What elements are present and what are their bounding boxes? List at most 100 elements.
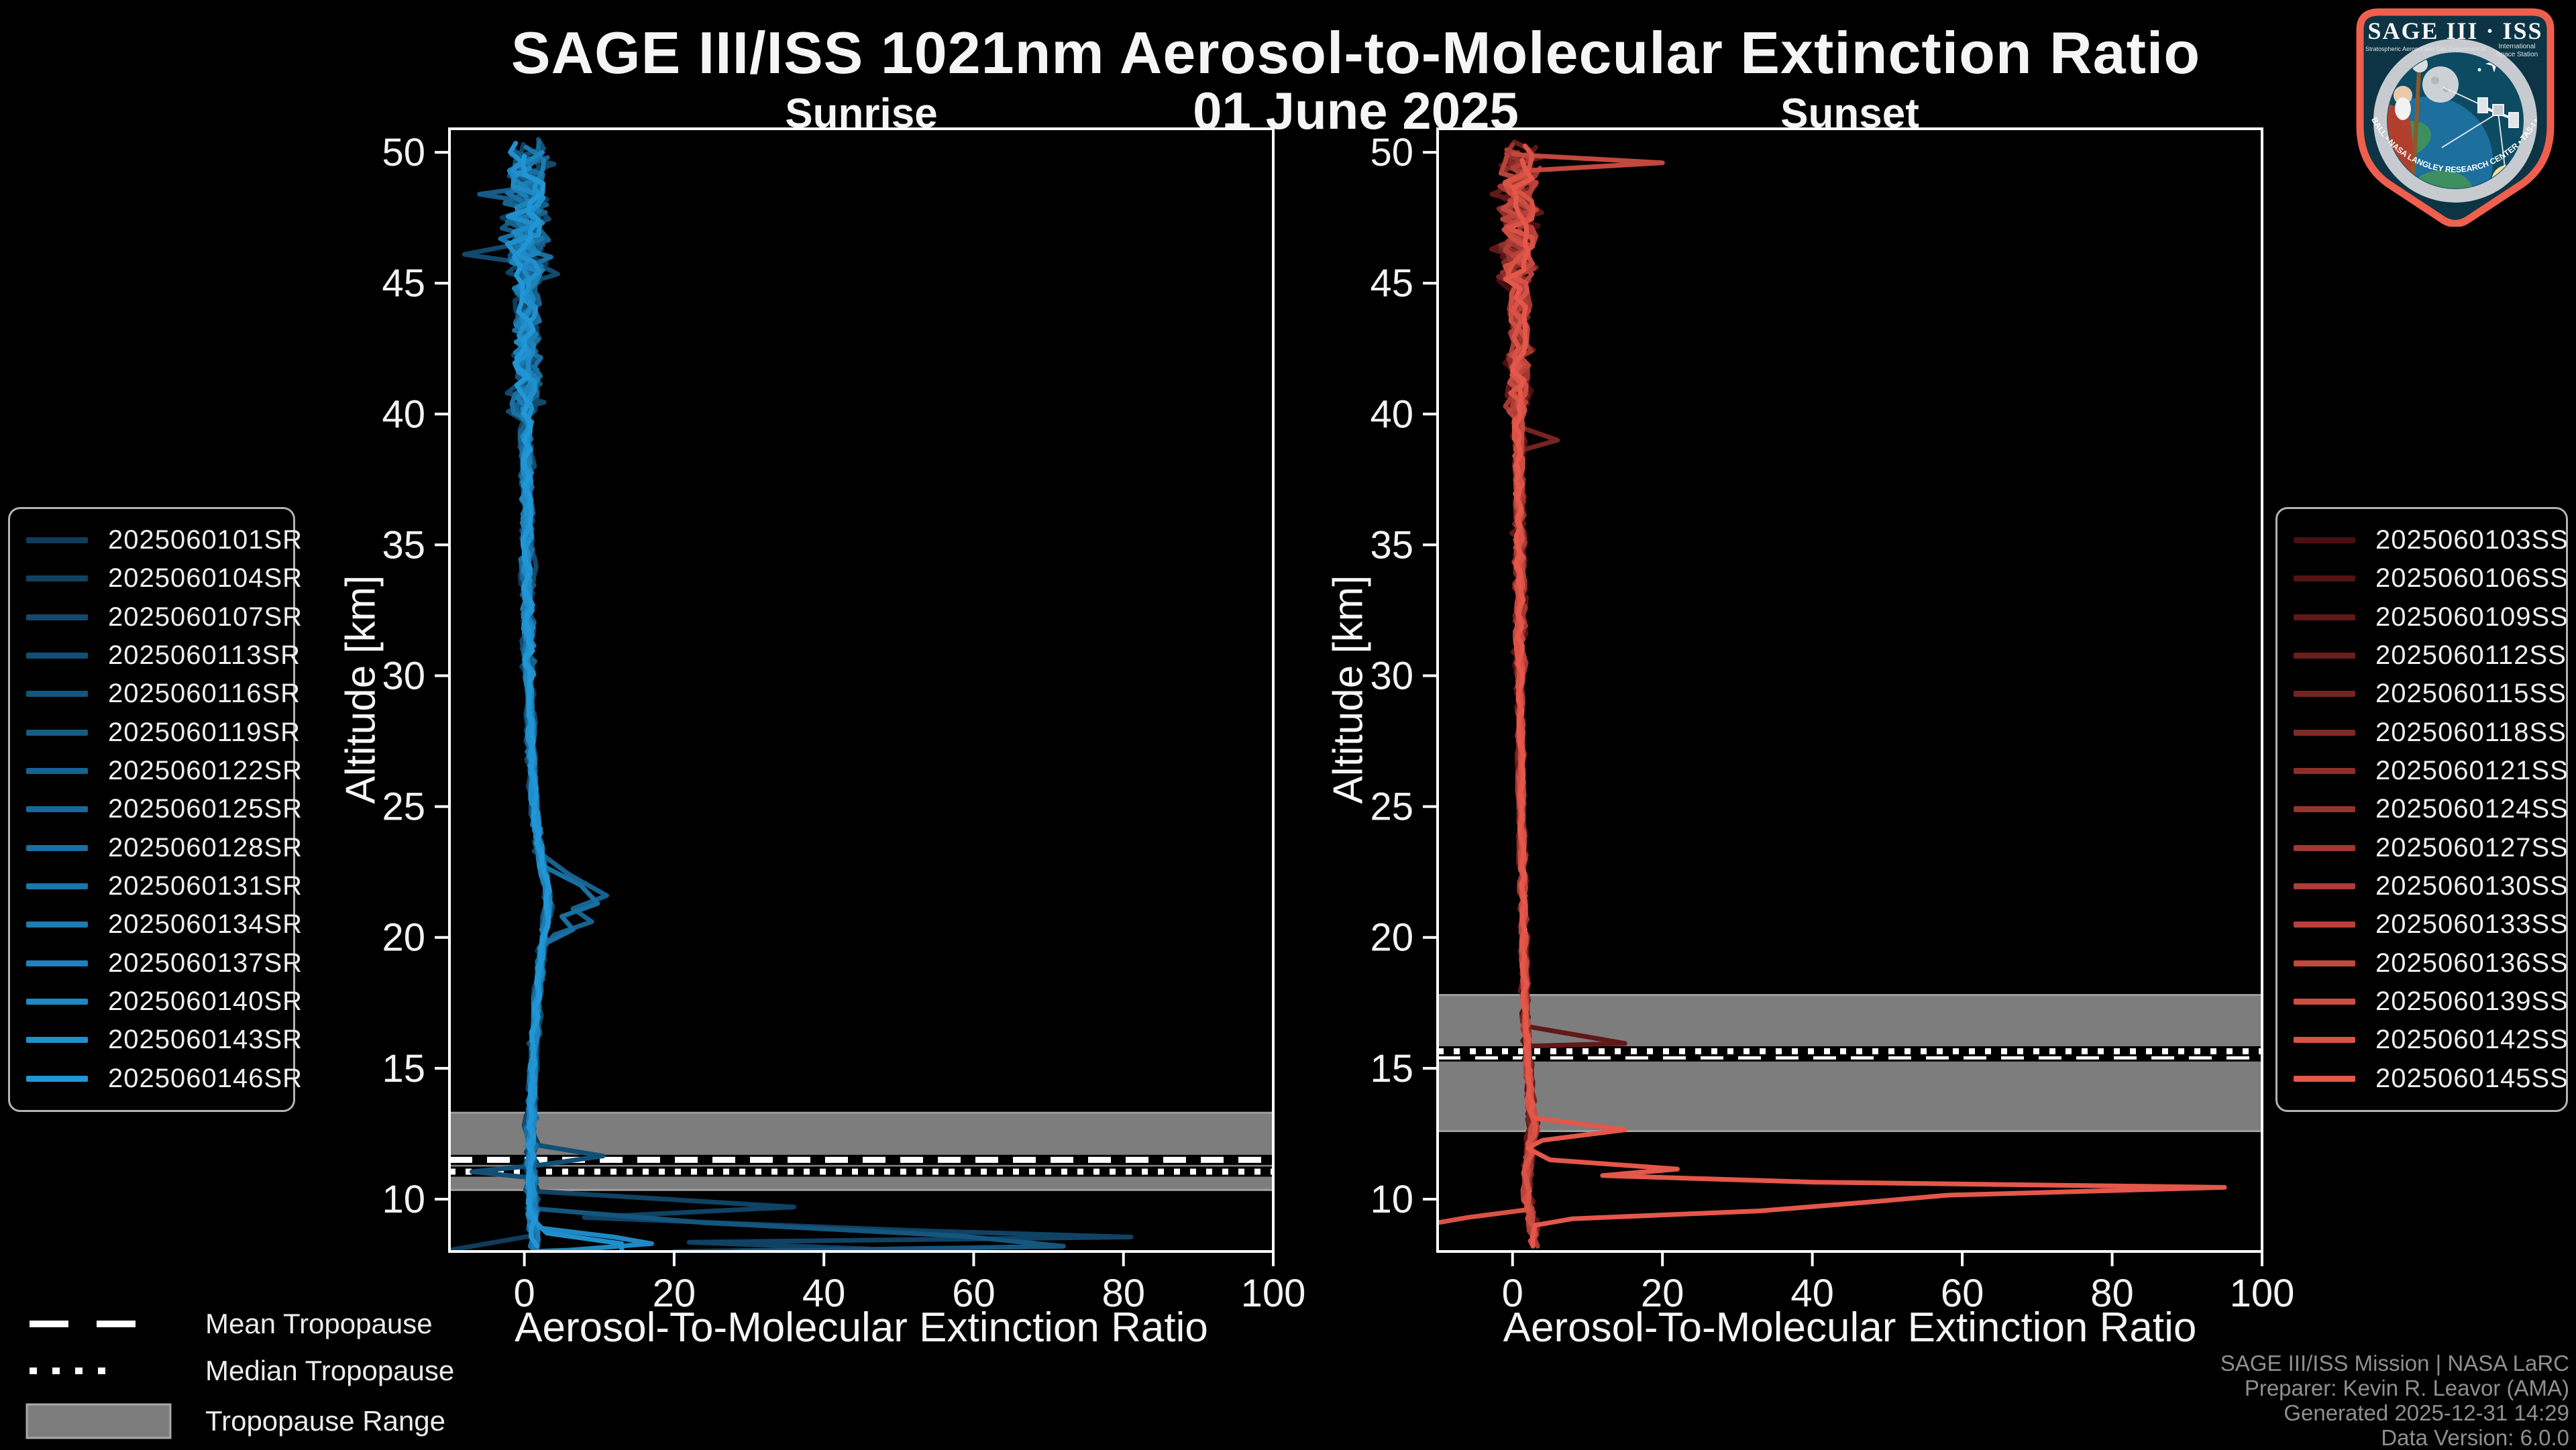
axes-frame	[1436, 127, 2263, 1253]
legend-label: 2025060115SS	[2375, 679, 2567, 709]
legend-sunset-events: 2025060103SS 2025060106SS 2025060109SS 2025…	[2275, 507, 2568, 1112]
y-tick-label: 30	[382, 655, 425, 698]
tropopause-range-band	[1438, 994, 2262, 1133]
legend-label: 2025060101SR	[108, 525, 303, 555]
profile-line-2025060107SR	[462, 152, 560, 1217]
x-tick-label: 100	[1241, 1272, 1306, 1315]
legend-label: 2025060118SS	[2375, 717, 2567, 747]
legend-line-swatch	[26, 883, 88, 890]
legend-line-swatch	[2294, 844, 2355, 851]
legend-label: 2025060112SS	[2375, 640, 2567, 671]
legend-line-swatch	[2294, 653, 2355, 659]
legend-line-swatch	[26, 691, 88, 698]
legend-label: 2025060143SR	[108, 1025, 303, 1055]
footer-line: Generated 2025-12-31 14:29	[2284, 1400, 2569, 1425]
legend-item: 2025060125SR	[10, 794, 302, 824]
legend-line-swatch	[26, 575, 88, 582]
profile-line-2025060145SS	[1503, 158, 2227, 1249]
legend-line-swatch	[26, 844, 88, 851]
legend-line-swatch	[26, 1037, 88, 1044]
band-swatch	[24, 1402, 178, 1441]
legend-line-swatch	[2294, 999, 2355, 1005]
mission-patch-icon: SAGE III · ISS Stratospheric Aerosol and…	[2339, 0, 2555, 227]
y-tick-label: 10	[1370, 1178, 1413, 1221]
y-tick-label: 10	[382, 1178, 425, 1221]
legend-item: 2025060109SS	[2277, 602, 2569, 632]
legend-label: Tropopause Range	[205, 1405, 446, 1437]
tropopause-legend: Mean Tropopause Median Tropopause Tropop…	[24, 1308, 454, 1441]
moon-icon	[2422, 66, 2459, 103]
legend-line-swatch	[2294, 729, 2355, 736]
footer-line: Data Version: 6.0.0	[2381, 1425, 2569, 1450]
mission-logo: SAGE III · ISS Stratospheric Aerosol and…	[2339, 0, 2569, 227]
legend-label: 2025060139SS	[2375, 987, 2569, 1017]
y-tick-label: 45	[1370, 262, 1413, 305]
y-tick-label: 25	[1370, 785, 1413, 829]
legend-line-swatch	[2294, 1075, 2355, 1082]
legend-item: 2025060140SR	[10, 987, 302, 1017]
y-tick-label: 15	[382, 1047, 425, 1091]
plot-area-sunset	[1438, 140, 2262, 1249]
legend-line-swatch	[2294, 768, 2355, 775]
legend-item: 2025060128SR	[10, 833, 302, 863]
x-tick-label: 0	[514, 1272, 535, 1315]
footer-line: SAGE III/ISS Mission | NASA LaRC	[2220, 1351, 2569, 1376]
legend-line-swatch	[26, 653, 88, 659]
patch-title: SAGE III · ISS	[2367, 17, 2542, 44]
legend-line-swatch	[26, 999, 88, 1005]
legend-label: 2025060134SR	[108, 909, 303, 940]
legend-item: 2025060119SR	[10, 718, 300, 748]
legend-label: 2025060124SS	[2375, 794, 2569, 824]
y-tick-label: 20	[382, 916, 425, 960]
legend-label: 2025060107SR	[108, 602, 303, 632]
legend-line-swatch	[26, 960, 88, 966]
y-tick-label: 30	[1370, 655, 1413, 698]
legend-item: 2025060136SS	[2277, 948, 2568, 979]
legend-item: 2025060112SS	[2277, 640, 2566, 671]
legend-label: 2025060131SR	[108, 871, 303, 901]
dashed-line-swatch	[24, 1319, 178, 1329]
legend-item: 2025060122SR	[10, 756, 302, 786]
legend-item-tropopause-range: Tropopause Range	[24, 1402, 454, 1441]
legend-label: 2025060104SR	[108, 563, 303, 594]
y-axis-label-sunset: Altitude [km]	[1325, 575, 1372, 804]
legend-label: 2025060128SR	[108, 832, 303, 862]
legend-label: 2025060119SR	[108, 717, 301, 747]
y-tick-label: 45	[382, 262, 425, 305]
profile-line-2025060128SR	[498, 163, 600, 1251]
footer-credits: SAGE III/ISS Mission | NASA LaRC Prepare…	[2220, 1351, 2569, 1450]
legend-label: 2025060145SS	[2375, 1063, 2569, 1093]
y-tick-label: 20	[1370, 916, 1413, 960]
legend-item: 2025060127SS	[2277, 833, 2568, 863]
profile-line-2025060116SR	[500, 170, 1066, 1251]
patch-subtitle-right1: International	[2498, 43, 2535, 50]
legend-line-swatch	[2294, 1037, 2355, 1044]
legend-item-median-tropopause: Median Tropopause	[24, 1355, 454, 1387]
legend-item: 2025060130SS	[2277, 871, 2568, 901]
legend-line-swatch	[2294, 691, 2355, 698]
figure-date: 01 June 2025	[1193, 81, 1519, 140]
legend-label: 2025060106SS	[2375, 563, 2569, 594]
y-tick-label: 15	[1370, 1047, 1413, 1091]
legend-item: 2025060121SS	[2277, 756, 2569, 786]
legend-item: 2025060104SR	[10, 563, 302, 594]
legend-item: 2025060124SS	[2277, 794, 2569, 824]
legend-item: 2025060139SS	[2277, 987, 2569, 1017]
x-axis-label-sunset: Aerosol-To-Molecular Extinction Ratio	[1503, 1304, 2197, 1351]
profile-line-2025060104SR	[505, 142, 1134, 1251]
patch-subtitle-left: Stratospheric Aerosol and Gas Experiment…	[2365, 46, 2486, 52]
legend-line-swatch	[26, 806, 88, 813]
x-tick-label: 100	[2230, 1272, 2295, 1315]
legend-item: 2025060134SR	[10, 909, 302, 940]
axes-frame	[448, 127, 1275, 1253]
legend-label: 2025060109SS	[2375, 602, 2569, 632]
dotted-line-swatch	[24, 1365, 178, 1376]
legend-item-mean-tropopause: Mean Tropopause	[24, 1308, 454, 1340]
x-tick-label: 60	[952, 1272, 996, 1315]
legend-label: 2025060122SR	[108, 756, 303, 786]
figure-title: SAGE III/ISS 1021nm Aerosol-to-Molecular…	[511, 19, 2201, 86]
legend-label: 2025060121SS	[2375, 756, 2569, 786]
legend-label: Mean Tropopause	[205, 1308, 433, 1339]
